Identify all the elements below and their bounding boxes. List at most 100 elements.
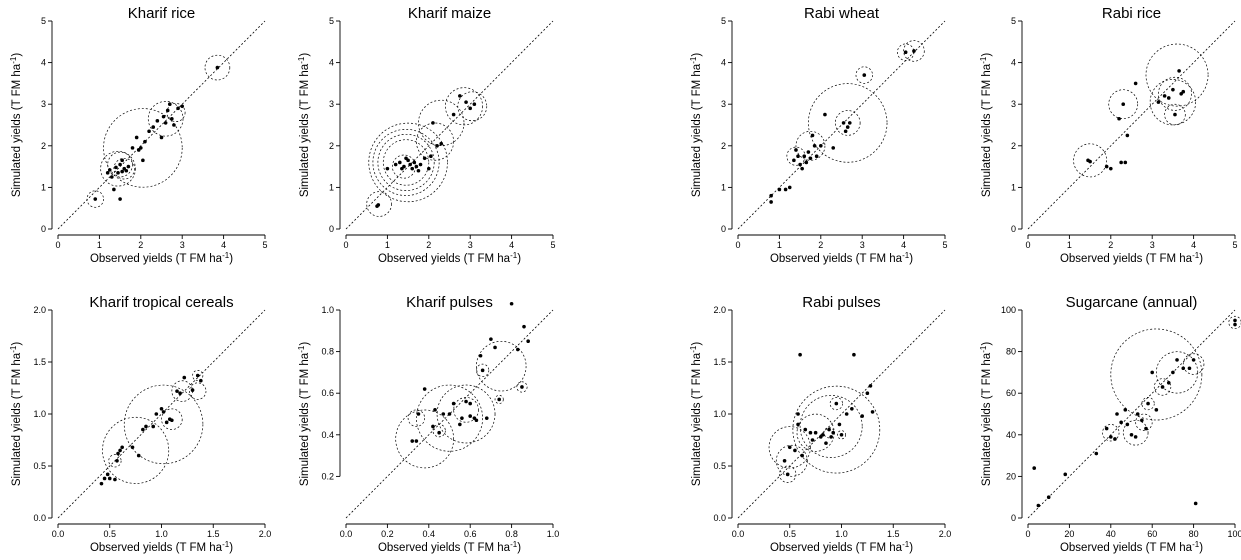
data-point xyxy=(1109,435,1113,439)
data-point xyxy=(393,162,398,167)
data-point xyxy=(144,424,148,429)
data-point xyxy=(782,459,787,463)
chart-title: Sugarcane (annual) xyxy=(1066,294,1198,311)
y-tick-label: 0 xyxy=(41,224,46,234)
data-point xyxy=(134,135,139,140)
data-point xyxy=(837,422,842,427)
x-tick-label: 4 xyxy=(509,240,514,250)
x-tick-label: 100 xyxy=(1227,529,1241,539)
data-point xyxy=(441,412,446,416)
data-point xyxy=(1032,466,1037,470)
data-point xyxy=(800,166,804,171)
y-tick-label: 0.5 xyxy=(713,461,726,471)
uncertainty-circle xyxy=(86,190,104,208)
data-point xyxy=(804,160,809,165)
data-point xyxy=(798,352,802,357)
chart-title: Rabi wheat xyxy=(804,5,880,22)
y-tick-label: 2 xyxy=(721,141,726,151)
data-point xyxy=(422,156,427,161)
data-point xyxy=(843,129,848,134)
data-point xyxy=(831,430,836,435)
data-point xyxy=(852,352,856,357)
data-point xyxy=(509,301,514,306)
data-point xyxy=(1166,381,1171,385)
data-point xyxy=(497,397,501,402)
uncertainty-circle xyxy=(768,426,811,469)
data-point xyxy=(115,459,119,463)
y-tick-label: 5 xyxy=(1011,16,1016,26)
data-point xyxy=(120,158,124,163)
y-tick-label: 2 xyxy=(1011,141,1016,151)
uncertainty-circle xyxy=(372,128,440,196)
y-tick-label: 0.0 xyxy=(33,513,46,523)
data-point xyxy=(175,389,179,393)
data-point xyxy=(1135,412,1140,416)
data-point xyxy=(1187,366,1192,371)
y-tick-label: 0.5 xyxy=(33,461,46,471)
uncertainty-circle xyxy=(436,384,496,444)
uncertainty-circle xyxy=(453,397,479,423)
y-tick-label: 3 xyxy=(41,99,46,109)
data-point xyxy=(1181,366,1186,371)
x-tick-label: 1.5 xyxy=(887,529,900,539)
uncertainty-circle xyxy=(792,385,881,474)
uncertainty-circle xyxy=(407,409,426,427)
x-tick-label: 0.6 xyxy=(464,529,477,539)
x-tick-label: 2.0 xyxy=(259,529,272,539)
data-point xyxy=(1129,433,1134,437)
data-point xyxy=(439,141,444,146)
x-tick-label: 1.5 xyxy=(207,529,220,539)
chart-panel: Kharif rice 0 1 2 3 4 5 0 1 2 3 4 5 Observed yields (… xyxy=(9,5,268,265)
x-tick-label: 0 xyxy=(1025,240,1030,250)
data-point xyxy=(841,121,846,125)
x-tick-label: 4 xyxy=(901,240,906,250)
y-axis-label: Simulated yields (T FM ha-1) xyxy=(9,342,23,487)
data-point xyxy=(794,148,798,152)
data-point xyxy=(844,412,849,416)
one-to-one-line xyxy=(1027,309,1236,519)
data-point xyxy=(110,175,114,179)
data-point xyxy=(489,337,493,341)
y-axis-label: Simulated yields (T FM ha-1) xyxy=(979,53,993,198)
data-point xyxy=(862,73,867,77)
uncertainty-circle xyxy=(476,363,490,377)
uncertainty-circle xyxy=(1182,353,1205,375)
data-point xyxy=(458,94,462,98)
data-point xyxy=(868,384,873,388)
uncertainty-circle xyxy=(445,87,483,126)
y-tick-label: 1 xyxy=(329,182,334,192)
data-point xyxy=(484,416,489,420)
uncertainty-circle xyxy=(432,424,446,438)
y-tick-label: 5 xyxy=(41,16,46,26)
x-tick-label: 1 xyxy=(1067,240,1072,250)
x-tick-label: 0 xyxy=(55,240,60,250)
data-point xyxy=(464,100,468,104)
data-point xyxy=(796,412,800,416)
y-tick-label: 0.6 xyxy=(321,388,334,398)
x-tick-label: 0.8 xyxy=(505,529,518,539)
y-tick-label: 0 xyxy=(329,224,334,234)
y-tick-label: 1 xyxy=(1011,182,1016,192)
x-axis-label: Observed yields (T FM ha-1) xyxy=(1060,540,1203,554)
data-point xyxy=(416,168,421,173)
uncertainty-circle xyxy=(395,409,454,469)
data-point xyxy=(141,427,145,432)
data-point xyxy=(1104,426,1109,431)
data-point xyxy=(155,119,160,123)
uncertainty-circle xyxy=(108,454,122,468)
data-point xyxy=(105,472,110,477)
uncertainty-circle xyxy=(1122,419,1149,446)
data-point xyxy=(1173,112,1177,117)
data-point xyxy=(834,401,839,406)
x-tick-label: 3 xyxy=(468,240,473,250)
data-point xyxy=(410,166,415,171)
x-tick-label: 3 xyxy=(1150,240,1155,250)
data-point xyxy=(161,114,166,119)
y-tick-label: 4 xyxy=(1011,58,1016,68)
data-point xyxy=(107,476,112,481)
data-point xyxy=(827,427,831,432)
y-tick-label: 1.0 xyxy=(33,409,46,419)
data-point xyxy=(1113,437,1117,441)
data-point xyxy=(139,146,143,150)
x-tick-label: 1 xyxy=(777,240,782,250)
